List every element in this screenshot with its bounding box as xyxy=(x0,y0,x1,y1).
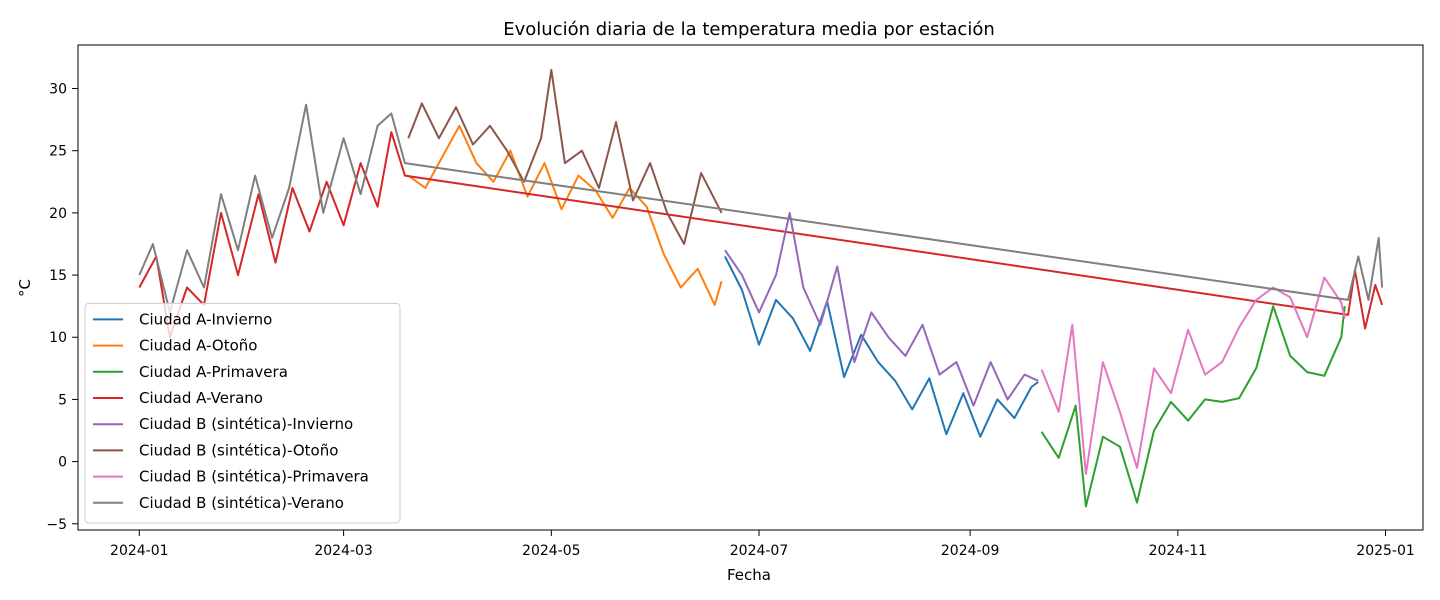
legend-label: Ciudad B (sintética)-Otoño xyxy=(139,441,338,459)
legend-label: Ciudad A-Primavera xyxy=(139,363,288,381)
series-line-5 xyxy=(724,211,1039,407)
y-tick-label: 5 xyxy=(58,392,67,408)
y-axis-label: °C xyxy=(16,279,34,297)
x-tick-label: 2024-05 xyxy=(522,543,581,559)
y-axis: −5 0 5 10 15 20 25 30 xyxy=(46,82,78,533)
x-axis: 2024-01 2024-03 2024-05 2024-07 2024-09 2024-… xyxy=(110,530,1415,559)
series-line-1 xyxy=(724,255,1039,438)
x-tick-label: 2024-01 xyxy=(110,543,169,559)
chart-legend: Ciudad A-Invierno Ciudad A-Otoño Ciudad A-… xyxy=(84,302,401,524)
x-tick-label: 2024-09 xyxy=(941,543,1000,559)
y-tick-label: 15 xyxy=(49,268,67,284)
y-tick-label: 20 xyxy=(49,206,67,222)
legend-label: Ciudad A-Otoño xyxy=(139,337,257,355)
series-line-2 xyxy=(407,124,723,306)
series-line-7 xyxy=(1040,276,1346,475)
x-tick-label: 2024-07 xyxy=(730,543,789,559)
series-line-4 xyxy=(138,131,1384,339)
x-tick-label: 2024-11 xyxy=(1149,543,1208,559)
x-tick-label: 2024-03 xyxy=(314,543,373,559)
y-tick-label: 30 xyxy=(49,82,67,98)
legend-label: Ciudad B (sintética)-Invierno xyxy=(139,415,353,433)
legend-label: Ciudad A-Invierno xyxy=(139,310,272,328)
y-tick-label: −5 xyxy=(46,517,67,533)
legend-label: Ciudad A-Verano xyxy=(139,389,263,407)
series-line-3 xyxy=(1040,305,1346,508)
series-line-8 xyxy=(138,103,1384,314)
chart-title: Evolución diaria de la temperatura media… xyxy=(503,19,995,40)
x-axis-label: Fecha xyxy=(727,566,771,584)
legend-box xyxy=(84,302,401,524)
y-tick-label: 0 xyxy=(58,455,67,471)
series-line-6 xyxy=(407,68,723,245)
legend-label: Ciudad B (sintética)-Verano xyxy=(139,494,344,512)
y-tick-label: 10 xyxy=(49,330,67,346)
x-tick-label: 2025-01 xyxy=(1356,543,1415,559)
legend-label: Ciudad B (sintética)-Primavera xyxy=(139,468,369,486)
y-tick-label: 25 xyxy=(49,144,67,160)
plot-frame xyxy=(77,44,1424,531)
